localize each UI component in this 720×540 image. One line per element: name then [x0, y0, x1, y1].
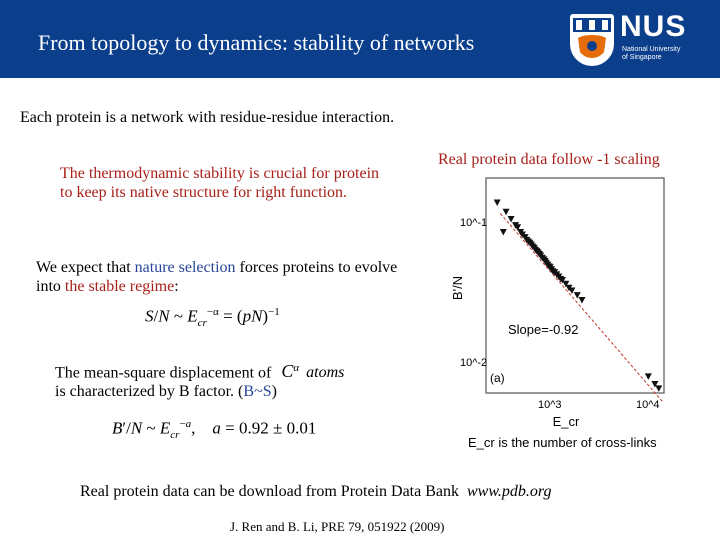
data-point-31 [558, 276, 566, 284]
x-tick-2: 10^4 [636, 399, 660, 411]
outlier-point-1 [499, 228, 507, 236]
stable-regime-highlight: the stable regime [64, 278, 175, 295]
data-point-36 [578, 297, 586, 304]
data-point-38 [651, 381, 659, 388]
y-tick-2: 10^-2 [460, 357, 487, 369]
data-point-1 [507, 215, 515, 223]
download-text: Real protein data can be download from P… [80, 483, 552, 500]
data-point-37 [644, 373, 652, 380]
outlier-point-0 [493, 199, 501, 207]
y-axis-label: B'/N [450, 276, 465, 300]
stability-text: The thermodynamic stability is crucial f… [60, 165, 380, 201]
y-tick-1: 10^-1 [460, 217, 487, 229]
msd-text: The mean-square displacement of Cα atoms… [55, 361, 345, 401]
scaling-plot: 10^-1 10^-2 10^3 10^4 B'/N E_cr Slope=-0… [450, 177, 665, 450]
nus-logo: NUS National University of Singapore [566, 10, 716, 70]
data-point-34 [568, 287, 576, 295]
reference: J. Ren and B. Li, PRE 79, 051922 (2009) [230, 519, 445, 534]
x-tick-1: 10^3 [538, 399, 562, 411]
formula-bfactor: B′/N ~ Ecr−a, a = 0.92 ± 0.01 [112, 418, 317, 442]
data-point-3 [514, 224, 522, 231]
data-point-35 [573, 292, 581, 299]
nature-selection-highlight: nature selection [134, 259, 236, 276]
logo-text: NUS [620, 10, 687, 43]
formula-entropy: S/N ~ Ecr−α = (pN)−1 [145, 306, 280, 330]
data-point-32 [562, 280, 570, 288]
fit-line [499, 213, 663, 402]
plot-caption-bottom: E_cr is the number of cross-links [468, 435, 657, 450]
logo-subtitle: National University of Singapore [622, 46, 681, 61]
title-bar: From topology to dynamics: stability of … [0, 0, 720, 78]
data-point-39 [655, 385, 663, 392]
data-point-0 [502, 208, 510, 216]
slide-title: From topology to dynamics: stability of … [38, 30, 475, 55]
plot-frame [485, 177, 665, 394]
pdb-link[interactable]: www.pdb.org [467, 483, 552, 500]
panel-label: (a) [490, 371, 505, 385]
data-points [493, 199, 663, 392]
intro-text: Each protein is a network with residue-r… [20, 109, 395, 126]
x-axis-label: E_cr [553, 414, 580, 429]
expect-text: We expect that nature selection forces p… [36, 259, 398, 295]
plot-caption: Real protein data follow -1 scaling [438, 151, 660, 168]
slope-annotation: Slope=-0.92 [508, 322, 578, 337]
crest-icon [570, 14, 614, 66]
b-s-highlight: B~S [243, 383, 272, 401]
